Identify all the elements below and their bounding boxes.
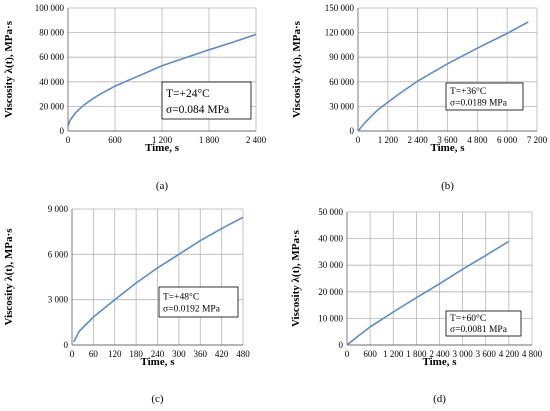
panel-label: (c) <box>151 393 164 405</box>
x-tick-label: 1 800 <box>199 135 220 145</box>
x-tick-label: 1 200 <box>383 349 404 359</box>
x-tick-label: 2 400 <box>246 135 267 145</box>
annotation-temperature: T=+60°C <box>450 313 486 324</box>
annotation-stress: σ=0.0081 MPa <box>450 325 508 335</box>
annotation-box <box>158 286 239 318</box>
x-tick-label: 4 200 <box>499 349 520 359</box>
x-tick-label: 600 <box>108 135 122 145</box>
y-axis-label: Viscosity λ(t), MPa·s <box>3 20 15 118</box>
x-axis-label: Time, s <box>430 142 465 154</box>
x-tick-label: 1 200 <box>152 135 173 145</box>
x-tick-label: 480 <box>236 349 250 359</box>
y-axis-label: Viscosity λ(t), MPa·s <box>291 20 303 118</box>
y-tick-label: 100 000 <box>35 3 65 13</box>
chart-panel-a: 0 600 1 200 1 800 2 400 0 20 000 40 000 60 000 80… <box>3 3 267 192</box>
y-tick-label: 0 <box>350 126 355 136</box>
x-tick-label: 420 <box>215 349 229 359</box>
annotation-stress: σ=0.084 MPa <box>166 104 229 116</box>
x-tick-label: 240 <box>151 349 165 359</box>
panel-label: (d) <box>433 393 446 405</box>
y-tick-label: 50 000 <box>318 207 343 217</box>
y-tick-label: 40 000 <box>318 234 343 244</box>
viscosity-curve <box>73 216 244 343</box>
x-tick-label: 3 600 <box>476 349 497 359</box>
x-tick-label: 1 800 <box>406 349 427 359</box>
x-tick-label: 120 <box>108 349 122 359</box>
x-axis-label: Time, s <box>422 356 457 368</box>
annotation-temperature: T=+24°C <box>166 88 210 100</box>
viscosity-curve <box>346 240 510 346</box>
y-axis-label: Viscosity λ(t), MPa·s <box>3 228 15 326</box>
x-tick-label: 0 <box>66 135 71 145</box>
x-tick-label: 4 800 <box>467 135 488 145</box>
y-axis-label: Viscosity λ(t), MPa·s <box>290 229 302 327</box>
annotation-box <box>445 310 522 337</box>
panel-label: (b) <box>441 180 454 192</box>
y-tick-label: 0 <box>339 340 344 350</box>
annotation-box <box>161 81 252 120</box>
annotation-temperature: T=+36°C <box>450 86 486 97</box>
x-tick-label: 6 000 <box>497 135 518 145</box>
x-tick-label: 7 200 <box>527 135 548 145</box>
y-tick-label: 10 000 <box>318 313 343 323</box>
x-tick-label: 2 400 <box>408 135 429 145</box>
chart-panel-d: 0 600 1 200 1 800 2 400 3 000 3 600 4 200 4 800 0… <box>290 207 543 405</box>
x-tick-label: 0 <box>356 135 361 145</box>
panel-label: (a) <box>156 180 169 192</box>
y-tick-label: 9 000 <box>48 204 69 214</box>
y-tick-label: 60 000 <box>39 52 64 62</box>
y-tick-label: 40 000 <box>39 77 64 87</box>
y-tick-label: 60 000 <box>329 77 354 87</box>
chart-panel-b: 0 1 200 2 400 3 600 4 800 6 000 7 200 0 30 000 60… <box>291 3 548 192</box>
viscosity-curve <box>67 33 257 127</box>
y-tick-label: 20 000 <box>318 287 343 297</box>
viscosity-curve <box>357 21 529 132</box>
chart-panel-c: 0 60 120 180 240 300 360 420 480 0 3 000 6 000 9 000… <box>3 204 250 405</box>
y-tick-label: 30 000 <box>318 260 343 270</box>
annotation-box <box>445 82 524 111</box>
annotation-temperature: T=+48°C <box>163 291 199 302</box>
y-tick-label: 90 000 <box>329 52 354 62</box>
y-tick-label: 30 000 <box>329 101 354 111</box>
x-tick-label: 2 400 <box>429 349 450 359</box>
x-axis-label: Time, s <box>140 356 175 368</box>
x-tick-label: 300 <box>172 349 186 359</box>
y-tick-label: 0 <box>60 126 65 136</box>
x-tick-label: 180 <box>129 349 143 359</box>
y-tick-label: 80 000 <box>39 28 64 38</box>
y-tick-label: 150 000 <box>325 3 355 13</box>
x-tick-label: 360 <box>194 349 208 359</box>
x-tick-label: 1 200 <box>378 135 399 145</box>
y-tick-label: 6 000 <box>48 249 69 259</box>
x-tick-label: 4 800 <box>522 349 543 359</box>
x-axis-label: Time, s <box>145 142 180 154</box>
annotation-stress: σ=0.0192 MPa <box>163 304 221 314</box>
x-tick-label: 600 <box>363 349 377 359</box>
x-tick-label: 0 <box>70 349 75 359</box>
x-tick-label: 3 600 <box>437 135 458 145</box>
y-tick-label: 20 000 <box>39 101 64 111</box>
x-tick-label: 60 <box>89 349 99 359</box>
y-tick-label: 0 <box>64 340 69 350</box>
x-tick-label: 0 <box>345 349 350 359</box>
y-tick-label: 3 000 <box>48 295 69 305</box>
x-tick-label: 3 000 <box>453 349 474 359</box>
annotation-stress: σ=0.0189 MPa <box>450 98 508 108</box>
y-tick-label: 120 000 <box>325 28 355 38</box>
